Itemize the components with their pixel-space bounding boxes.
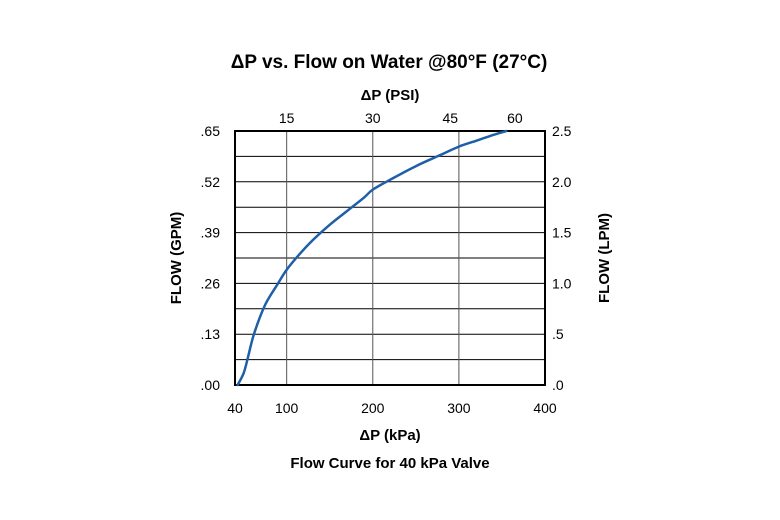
x-tick-label-3: 300 (447, 400, 471, 416)
chart-caption: Flow Curve for 40 kPa Valve (290, 455, 489, 472)
y2-tick-label-4: 2.0 (552, 174, 572, 190)
y2-tick-label-5: 2.5 (552, 123, 572, 139)
y-tick-label-2: .26 (201, 275, 221, 291)
right-axis-label: FLOW (LPM) (596, 213, 613, 303)
grid-lines (235, 131, 545, 385)
x-tick-label-1: 100 (275, 400, 299, 416)
y2-tick-label-0: .0 (552, 377, 564, 393)
bottom-axis-label: ΔP (kPa) (359, 427, 420, 444)
y-tick-label-3: .39 (201, 225, 221, 241)
y2-tick-label-2: 1.0 (552, 275, 572, 291)
tick-labels: 40 100 200 300 400 15 30 45 60 .00 .13 .26 .39 .52 .65… (201, 110, 572, 416)
plot-frame (234, 130, 546, 386)
flow-curve-line (236, 129, 508, 387)
y2-tick-label-1: .5 (552, 326, 564, 342)
x-tick-label-4: 400 (533, 400, 557, 416)
x2-tick-label-2: 45 (442, 110, 458, 126)
y2-tick-label-3: 1.5 (552, 225, 572, 241)
left-axis-label: FLOW (GPM) (168, 212, 185, 304)
y-tick-label-0: .00 (201, 377, 221, 393)
chart-title: ΔP vs. Flow on Water @80°F (27°C) (231, 52, 548, 73)
y-tick-label-5: .65 (201, 123, 221, 139)
x-tick-label-2: 200 (361, 400, 385, 416)
x2-tick-label-1: 30 (365, 110, 381, 126)
top-axis-label: ΔP (PSI) (361, 87, 420, 104)
x2-tick-label-3: 60 (507, 110, 523, 126)
x2-tick-label-0: 15 (279, 110, 295, 126)
y-tick-label-4: .52 (201, 174, 221, 190)
x-tick-label-0: 40 (227, 400, 243, 416)
y-tick-label-1: .13 (201, 326, 221, 342)
